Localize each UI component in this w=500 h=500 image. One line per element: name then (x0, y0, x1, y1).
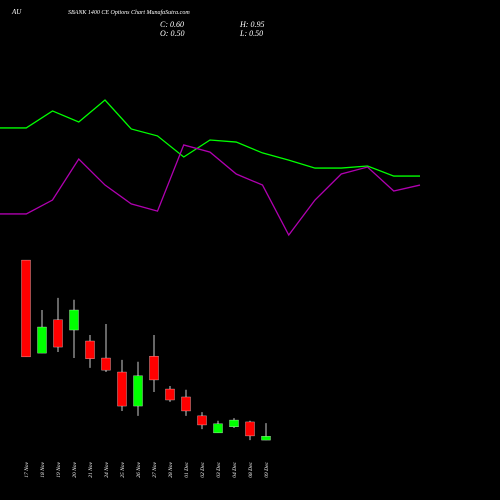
ohlc-high: H: 0.95 (239, 20, 264, 29)
x-tick-label: 01 Dec (184, 461, 190, 477)
candle-body (261, 436, 271, 441)
candle-body (149, 355, 159, 381)
chart-title: AU (11, 8, 22, 16)
ohlc-low: L: 0.50 (239, 29, 263, 38)
x-tick-label: 02 Dec (200, 461, 206, 477)
x-tick-label: 24 Nov (103, 461, 110, 477)
candle-body (101, 357, 111, 371)
candle-body (69, 309, 79, 331)
x-tick-label: 09 Dec (264, 461, 270, 477)
candle-body (245, 421, 255, 437)
candle-body (181, 396, 191, 412)
x-tick-label: 17 Nov (24, 461, 30, 477)
candle-body (229, 419, 239, 428)
x-tick-label: 28 Nov (168, 461, 174, 477)
candle-body (37, 326, 47, 354)
x-tick-label: 04 Dec (231, 461, 238, 477)
x-tick-label: 20 Nov (72, 461, 78, 477)
candle-body (213, 423, 223, 434)
ohlc-close: C: 0.60 (160, 20, 184, 29)
x-tick-label: 08 Dec (248, 461, 254, 477)
x-tick-label: 27 Nov (152, 461, 158, 477)
x-tick-label: 26 Nov (136, 461, 142, 477)
x-tick-label: 21 Nov (88, 461, 94, 477)
chart-subtitle: SBANK 1400 CE Options Chart MunafaSutra.… (68, 9, 190, 16)
indicator-line (0, 144, 421, 237)
candle-body (85, 340, 95, 359)
x-tick-label: 03 Dec (216, 461, 222, 477)
candle-body (165, 388, 175, 401)
candle-body (197, 415, 207, 426)
x-tick-label: 18 Nov (40, 461, 46, 477)
ohlc-open: O: 0.50 (160, 29, 184, 38)
x-tick-label: 19 Nov (56, 461, 62, 477)
candle-body (53, 319, 63, 348)
candle-body (21, 259, 31, 358)
indicator-line (0, 99, 420, 177)
candle-body (117, 371, 127, 407)
candle-body (133, 375, 143, 407)
x-tick-label: 25 Nov (120, 461, 126, 477)
